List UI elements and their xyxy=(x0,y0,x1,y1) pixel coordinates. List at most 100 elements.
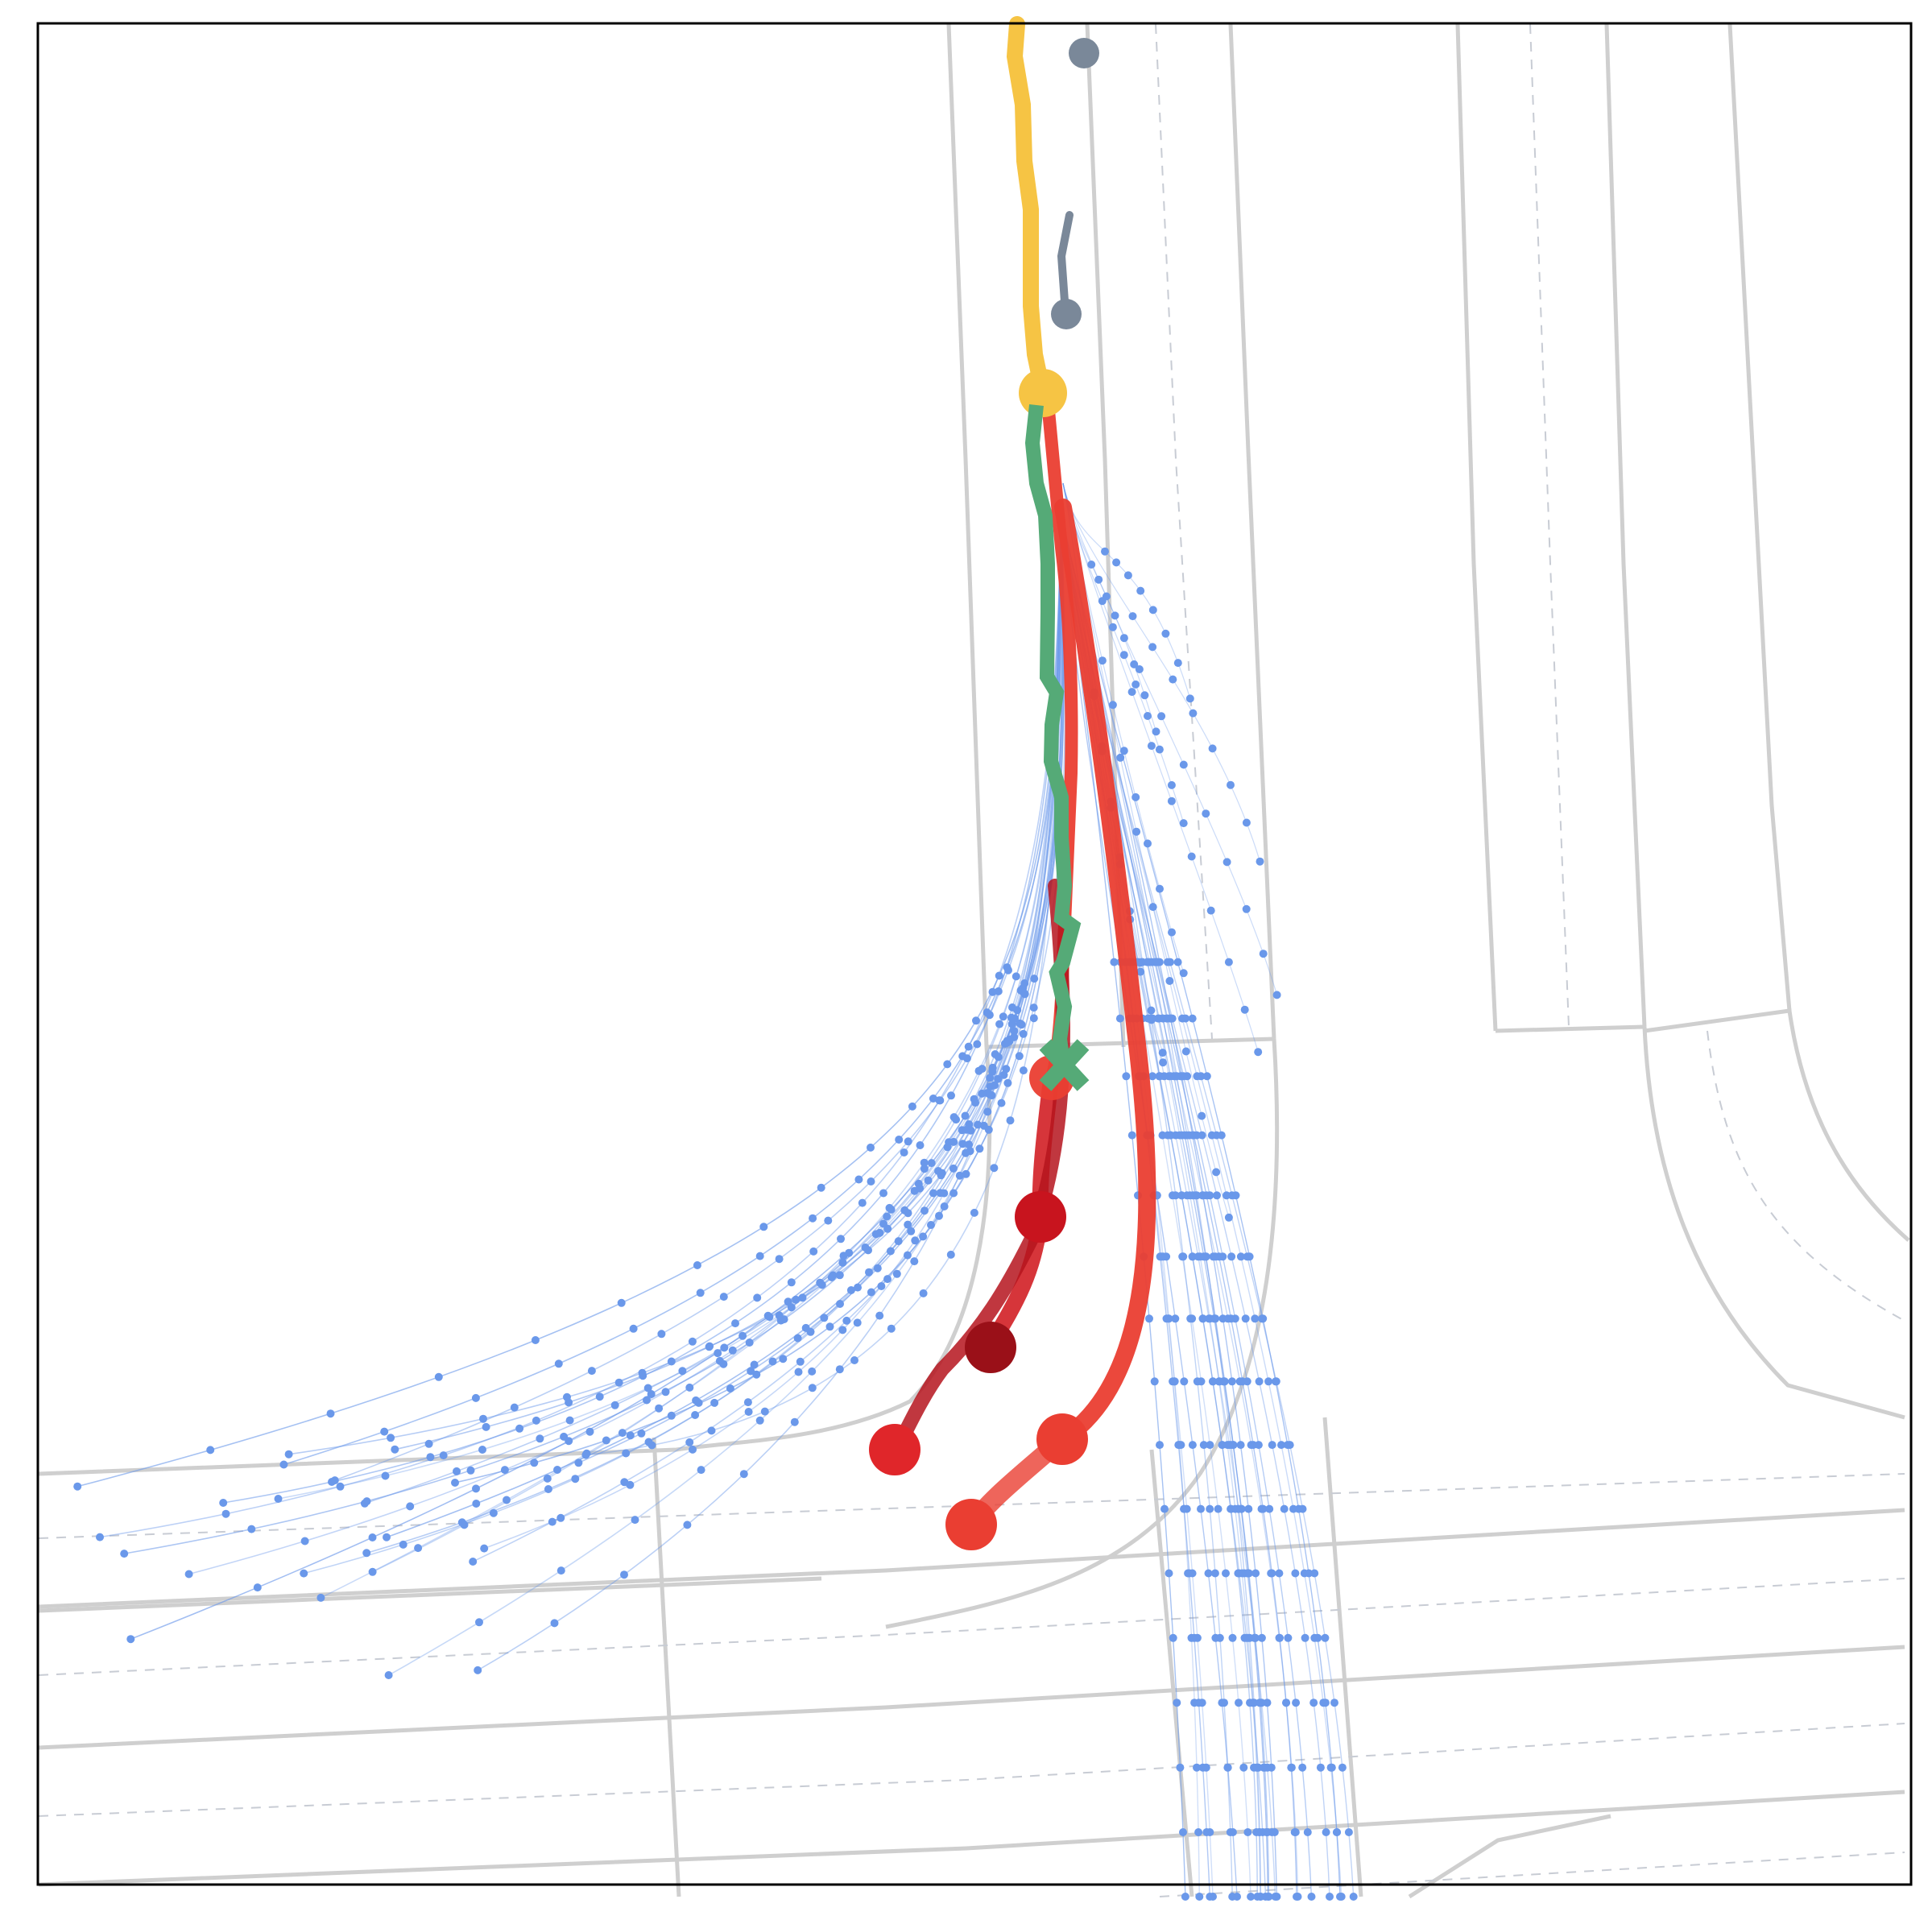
sample-waypoint xyxy=(1257,1504,1266,1513)
sample-waypoint xyxy=(530,1459,539,1467)
sample-waypoint xyxy=(1169,1633,1177,1642)
sample-waypoint xyxy=(949,1137,958,1146)
sample-waypoint xyxy=(1187,852,1196,861)
sample-waypoint xyxy=(1179,1072,1188,1081)
sample-waypoint xyxy=(744,1408,753,1416)
sample-trajectory-line xyxy=(1062,482,1261,862)
sample-waypoint xyxy=(1188,1314,1197,1323)
sample-trajectory-line xyxy=(1062,482,1259,1053)
sample-waypoint xyxy=(739,1470,748,1479)
sample-waypoint xyxy=(920,1165,929,1173)
sample-waypoint xyxy=(532,1416,540,1425)
sample-waypoint xyxy=(825,1322,834,1331)
sample-waypoint xyxy=(1020,979,1029,987)
sample-waypoint xyxy=(1193,1072,1202,1081)
sample-waypoint xyxy=(971,1099,980,1107)
sample-waypoint xyxy=(1161,629,1170,638)
sample-waypoint xyxy=(1127,1131,1136,1140)
sample-waypoint xyxy=(1173,1699,1181,1707)
sample-waypoint xyxy=(854,1175,863,1184)
sample-waypoint xyxy=(1188,1014,1197,1023)
road-edge-east-curve-b xyxy=(1644,1008,1910,1242)
sample-waypoint xyxy=(1307,1893,1316,1901)
sample-waypoint xyxy=(990,1164,999,1173)
sample-waypoint xyxy=(850,1356,858,1364)
sample-waypoint xyxy=(689,1445,697,1454)
sample-waypoint xyxy=(426,1453,435,1462)
sample-waypoint xyxy=(469,1558,478,1566)
sample-waypoint xyxy=(1287,1763,1296,1772)
road-edge-west-curve-a xyxy=(885,1038,1280,1629)
sample-waypoint xyxy=(867,1143,875,1152)
sample-waypoint xyxy=(838,1258,847,1267)
sample-waypoint xyxy=(1242,818,1251,827)
sample-waypoint xyxy=(480,1544,489,1553)
sample-waypoint xyxy=(1242,904,1251,913)
sample-waypoint xyxy=(1156,884,1164,893)
ground-truth-end-cross xyxy=(1039,1039,1090,1091)
sample-waypoint xyxy=(387,1434,395,1442)
sample-waypoint xyxy=(988,1063,997,1072)
sample-waypoint xyxy=(1255,1828,1264,1836)
sample-waypoint xyxy=(854,1283,862,1292)
map-frame xyxy=(36,22,1913,1886)
sample-waypoint xyxy=(472,1484,480,1493)
sample-waypoint xyxy=(1272,991,1281,999)
sample-waypoint xyxy=(1332,1828,1341,1836)
prediction-end-dot xyxy=(965,1322,1016,1373)
sample-waypoint xyxy=(824,1216,833,1225)
sample-waypoint xyxy=(1019,1029,1028,1038)
sample-waypoint xyxy=(892,1269,901,1278)
sample-waypoint xyxy=(1243,1377,1251,1386)
sample-waypoint xyxy=(556,1513,565,1522)
sample-waypoint xyxy=(515,1424,524,1433)
road-edge-west-2 xyxy=(38,1576,822,1613)
sample-waypoint xyxy=(1003,963,1012,972)
sample-trajectory-line xyxy=(1061,515,1341,1897)
lane-divider-south xyxy=(1159,1852,1905,1897)
sample-waypoint xyxy=(1217,1131,1226,1140)
sample-waypoint xyxy=(368,1567,377,1576)
sample-waypoint xyxy=(1136,586,1145,595)
sample-waypoint xyxy=(1178,1014,1187,1023)
sample-waypoint xyxy=(1169,1191,1177,1200)
sample-waypoint xyxy=(1110,958,1119,966)
road-edge-south-2 xyxy=(1322,1417,1363,1897)
sample-waypoint xyxy=(1157,712,1166,721)
sample-waypoint xyxy=(1236,1252,1245,1261)
sample-waypoint xyxy=(900,1206,909,1214)
sample-waypoint xyxy=(986,1082,995,1091)
sample-waypoint xyxy=(565,1416,574,1425)
sample-waypoint xyxy=(692,1396,701,1405)
prediction-end-dot xyxy=(869,1424,920,1475)
sample-waypoint xyxy=(886,1247,895,1256)
sample-waypoint xyxy=(544,1485,552,1493)
sample-waypoint xyxy=(1272,1377,1280,1386)
sample-waypoint xyxy=(1257,1633,1266,1642)
sample-waypoint xyxy=(1268,1441,1276,1450)
sample-waypoint xyxy=(827,1273,836,1281)
sample-trajectory-line xyxy=(472,515,1066,1562)
sample-waypoint xyxy=(779,1355,788,1363)
sample-waypoint xyxy=(1098,656,1107,665)
sample-waypoint xyxy=(1148,606,1157,614)
sample-waypoint xyxy=(1020,990,1029,999)
sample-waypoint xyxy=(1257,1699,1266,1707)
sample-waypoint xyxy=(1135,665,1144,673)
sample-waypoint xyxy=(879,1189,887,1198)
sample-waypoint xyxy=(184,1570,193,1579)
sample-waypoint xyxy=(920,1206,929,1215)
sample-waypoint xyxy=(839,1252,848,1260)
sample-waypoint xyxy=(1271,1893,1280,1901)
sample-waypoint xyxy=(1101,547,1109,556)
sample-waypoint xyxy=(1182,1191,1191,1200)
sample-waypoint xyxy=(1198,1314,1207,1323)
sample-waypoint xyxy=(865,1268,873,1277)
sample-waypoint xyxy=(1338,1763,1347,1772)
sample-waypoint xyxy=(1171,1131,1180,1140)
road-boundaries xyxy=(38,23,1910,1899)
sample-waypoint xyxy=(710,1398,719,1407)
sample-waypoint xyxy=(1322,1828,1330,1836)
sample-waypoint xyxy=(1175,1441,1184,1450)
sample-waypoint xyxy=(731,1319,739,1328)
